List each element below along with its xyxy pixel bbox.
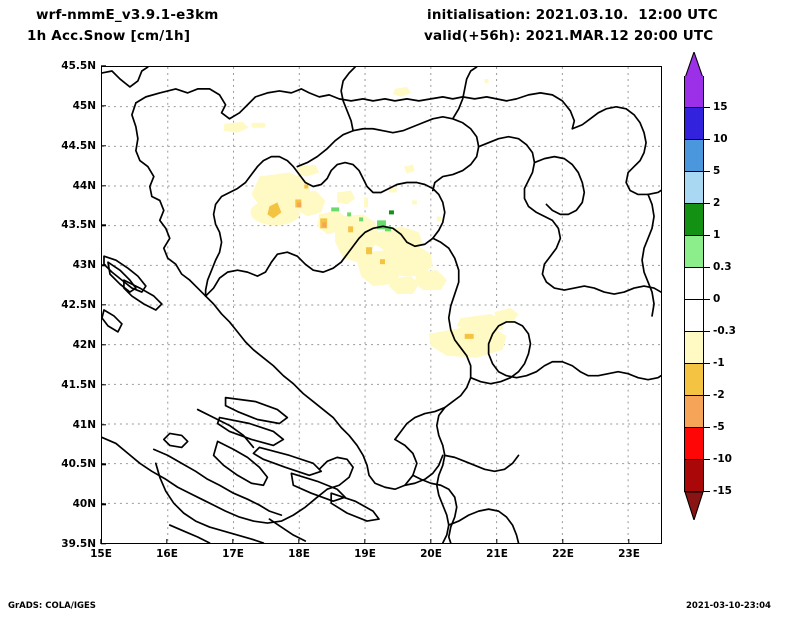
colorbar-label: -1 [713,357,725,369]
x-tick-label: 19E [354,548,376,560]
field-title: 1h Acc.Snow [cm/1h] [27,28,191,44]
y-tick-label: 45.5N [61,60,96,72]
colorbar-top-arrow [684,52,704,78]
colorbar-band-neg2-neg1 [684,364,704,396]
grads-credit: GrADS: COLA/IGES [8,601,96,611]
y-axis-ticks [96,65,106,545]
colorbar-label: 2 [713,197,721,209]
y-tick-label: 40N [72,498,96,511]
colorbar-label: -5 [713,421,725,433]
x-tick-label: 22E [552,548,574,560]
colorbar-band-neg10-neg5 [684,428,704,460]
snow-accumulation-shading [223,78,519,358]
x-tick-label: 17E [222,548,244,560]
shading-green [331,207,394,232]
colorbar-band-over-15 [684,76,704,108]
y-tick-label: 45N [72,99,96,112]
y-tick-label: 41.5N [61,378,96,391]
colorbar-band-neg03-0 [684,300,704,332]
y-tick-label: 44.5N [61,139,96,152]
colorbar-legend: 15 10 5 2 1 0.3 0 -0.3 -1 -2 -5 -10 -15 [684,52,736,538]
colorbar-band-0-03 [684,268,704,300]
colorbar-label: 15 [713,101,728,113]
y-axis-labels: 39.5N 40N 40.5N 41N 41.5N 42N 42.5N 43N … [32,60,100,550]
colorbar-band-10-15 [684,108,704,140]
shading-orange [297,202,327,228]
colorbar-band-neg5-neg2 [684,396,704,428]
colorbar-label: 10 [713,133,728,145]
colorbar-label: -2 [713,389,725,401]
initialisation-time: initialisation: 2021.03.10. 12:00 UTC [427,7,718,23]
colorbar-band-03-1 [684,236,704,268]
y-tick-label: 42N [72,338,96,351]
model-title: wrf-nmmE_v3.9.1-e3km [36,7,219,23]
gridlines [102,67,661,543]
x-axis-ticks [100,539,662,549]
y-tick-label: 41N [72,418,96,431]
shading-pale-yellow [223,78,519,358]
x-tick-label: 21E [486,548,508,560]
colorbar-label: -15 [713,485,732,497]
x-axis-labels: 15E 16E 17E 18E 19E 20E 21E 22E 23E [90,548,662,568]
y-tick-label: 44N [72,179,96,192]
colorbar-label: 1 [713,229,721,241]
coastlines-and-borders [102,67,661,543]
y-tick-label: 43.5N [61,219,96,232]
colorbar-band-1-2 [684,204,704,236]
colorbar-label: 5 [713,165,721,177]
y-tick-label: 40.5N [61,458,96,471]
generation-timestamp: 2021-03-10-23:04 [686,601,771,611]
x-tick-label: 18E [288,548,310,560]
y-tick-label: 39.5N [61,538,96,550]
colorbar-band-5-10 [684,140,704,172]
colorbar-band-neg15-neg10 [684,460,704,492]
x-tick-label: 23E [618,548,640,560]
colorbar-label: -10 [713,453,732,465]
x-tick-label: 15E [90,548,112,560]
colorbar-bottom-arrow [684,492,704,520]
map-plot-area [101,66,662,544]
colorbar-label: 0.3 [713,261,732,273]
colorbar-band-neg1-neg03 [684,332,704,364]
colorbar-band-2-5 [684,172,704,204]
colorbar-label: -0.3 [713,325,736,337]
y-tick-label: 42.5N [61,299,96,311]
y-tick-label: 43N [72,259,96,272]
x-tick-label: 16E [156,548,178,560]
valid-time: valid(+56h): 2021.MAR.12 20:00 UTC [424,28,714,44]
x-tick-label: 20E [420,548,442,560]
colorbar-label: 0 [713,293,721,305]
